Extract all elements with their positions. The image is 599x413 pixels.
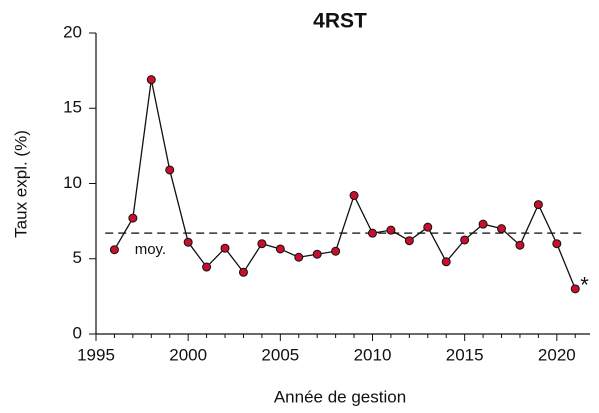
data-point: [349, 191, 359, 201]
data-point: [460, 235, 470, 245]
data-point: [441, 257, 451, 267]
data-point: [552, 239, 562, 249]
data-point: [515, 240, 525, 250]
data-point: [294, 252, 304, 262]
x-tick-label: 2015: [446, 345, 484, 364]
data-point: [275, 244, 285, 254]
data-point: [367, 228, 377, 238]
data-point: [533, 200, 543, 210]
chart-title: 4RST: [313, 10, 367, 33]
data-point: [404, 236, 414, 246]
series-line: [113, 79, 576, 290]
x-tick-label: 2005: [261, 345, 299, 364]
data-point: [165, 165, 175, 175]
data-point: [109, 245, 119, 255]
data-point: [386, 225, 396, 235]
data-point: [497, 224, 507, 234]
y-tick-label: 10: [63, 173, 82, 192]
data-point: [146, 75, 156, 85]
data-point: [202, 262, 212, 272]
y-tick-label: 15: [63, 98, 82, 117]
data-point: [478, 219, 488, 229]
y-axis-label: Taux expl. (%): [11, 130, 30, 238]
data-point: [423, 222, 433, 232]
data-point: [331, 246, 341, 256]
x-axis-label: Année de gestion: [274, 387, 406, 406]
data-point: [257, 239, 267, 249]
x-tick-label: 2010: [354, 345, 392, 364]
data-point: [220, 243, 230, 253]
x-tick-label: 2020: [538, 345, 576, 364]
y-tick-label: 5: [73, 248, 82, 267]
data-point: [312, 249, 322, 259]
mean-label: moy.: [135, 241, 166, 258]
x-tick-label: 1995: [77, 345, 115, 364]
data-point: [128, 213, 138, 223]
data-point: [238, 267, 248, 277]
data-point: [183, 237, 193, 247]
y-tick-label: 20: [63, 22, 82, 41]
data-point: [570, 284, 580, 294]
annotation: *: [580, 273, 589, 298]
x-tick-label: 2000: [169, 345, 207, 364]
y-tick-label: 0: [73, 323, 82, 342]
